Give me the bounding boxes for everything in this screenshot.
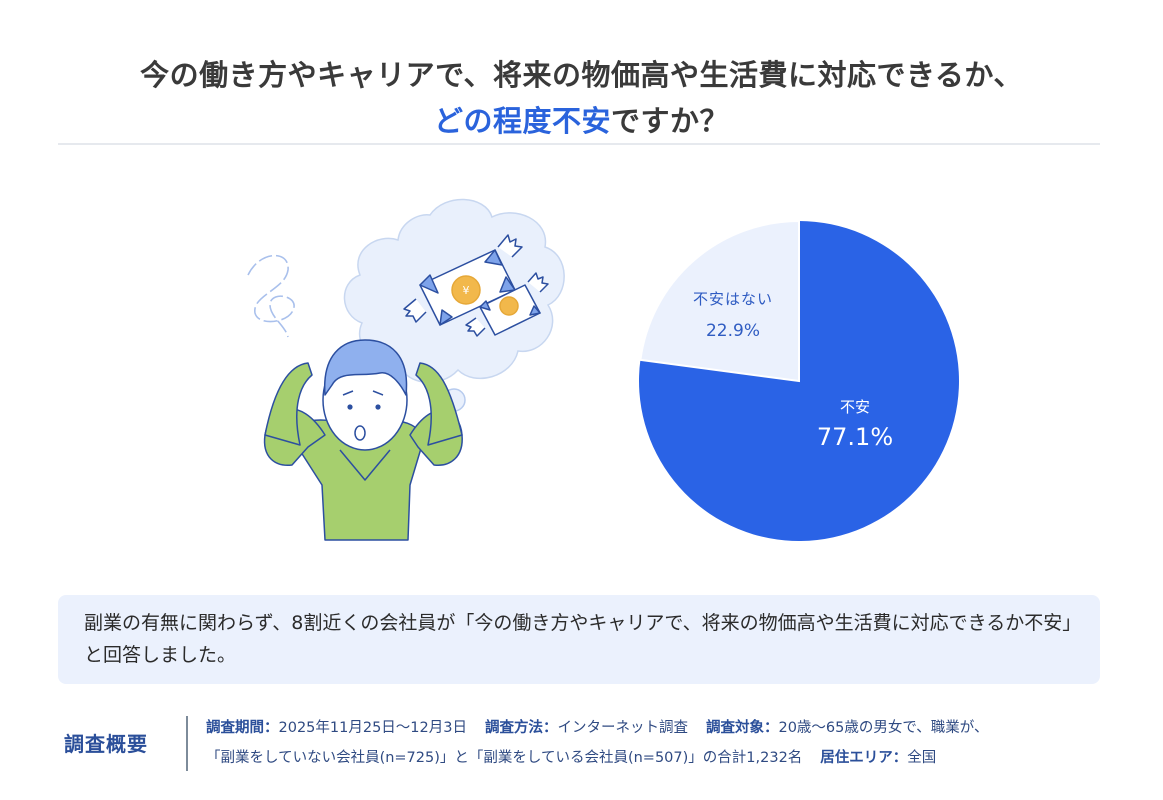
title-line-2: どの程度不安ですか？ [0,98,1163,144]
label-name: 不安 [839,398,870,416]
slice-not-anxious[interactable] [639,219,800,383]
survey-line-2: 「副業をしていない会社員(n=725)」と「副業をしている会社員(n=507)」… [206,743,1136,773]
pie-label-not-anxious: 不安はない 22.9% [668,288,798,341]
summary-text: 副業の有無に関わらず、8割近くの会社員が「今の働き方やキャリアで、将来の物価高や… [84,612,1072,666]
pie-label-anxious: 不安 77.1% [790,396,920,451]
area-label: 居住エリア： [820,750,908,766]
worried-person-icon [263,339,463,541]
survey-heading: 調査概要 [64,732,148,756]
title-divider [58,143,1100,145]
survey-separator [186,716,188,771]
pie-chart [639,219,960,541]
method-value: インターネット調査 [557,720,688,736]
period-label: 調査期間： [206,720,279,736]
title-accent: どの程度不安 [433,104,611,138]
title-line-1: 今の働き方やキャリアで、将来の物価高や生活費に対応できるか、 [140,58,1023,92]
title-rest: ですか？ [611,104,730,138]
worried-person-illustration: ¥ [247,198,565,541]
survey-details: 調査期間：2025年11月25日〜12月3日 調査方法：インターネット調査 調査対象… [206,713,1136,773]
target-label: 調査対象： [705,720,779,736]
survey-line-1: 調査期間：2025年11月25日〜12月3日 調査方法：インターネット調査 調査対象… [206,713,1136,743]
flying-money-icon: ¥ [403,234,549,337]
page-title: 今の働き方やキャリアで、将来の物価高や生活費に対応できるか、 どの程度不安ですか… [0,52,1163,144]
summary-box: 副業の有無に関わらず、8割近くの会社員が「今の働き方やキャリアで、将来の物価高や… [58,595,1100,684]
swirl-icon [247,254,295,338]
svg-text:¥: ¥ [463,284,470,297]
label-value: 22.9% [705,321,760,341]
period-value: 2025年11月25日〜12月3日 [278,720,467,736]
label-value: 77.1% [816,423,894,451]
target-value: 20歳〜65歳の男女で、職業が、 [778,720,989,736]
label-name: 不安はない [692,290,773,308]
target-value-line2: 「副業をしていない会社員(n=725)」と「副業をしている会社員(n=507)」… [206,750,803,766]
area-value: 全国 [907,750,937,766]
method-label: 調査方法： [484,720,558,736]
